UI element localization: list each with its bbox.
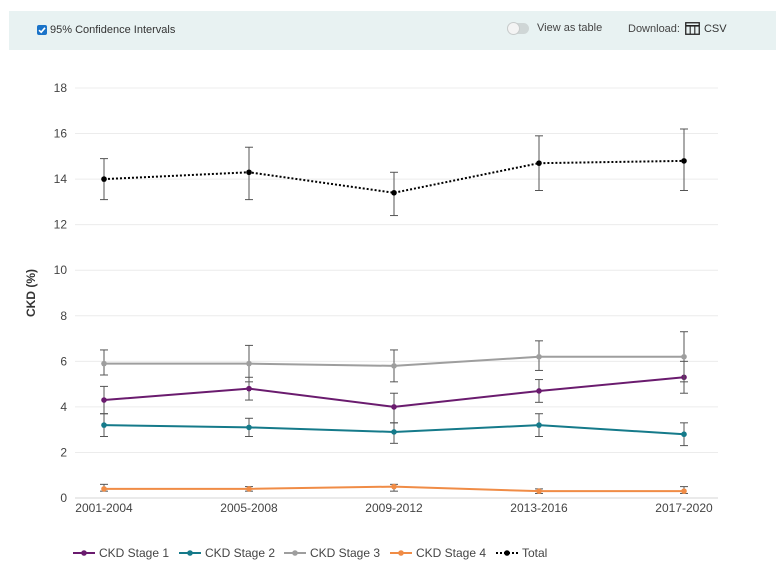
chart-toolbar: 95% Confidence Intervals View as table D… bbox=[9, 11, 776, 50]
data-point bbox=[681, 431, 687, 438]
x-tick-label: 2017-2020 bbox=[655, 501, 713, 515]
confidence-intervals-toggle[interactable]: 95% Confidence Intervals bbox=[37, 24, 175, 36]
x-tick-label: 2005-2008 bbox=[220, 501, 278, 515]
legend-item: CKD Stage 3 bbox=[284, 546, 380, 560]
view-as-table-toggle[interactable]: View as table bbox=[507, 21, 603, 35]
series-ckd-stage-3 bbox=[100, 331, 688, 383]
legend-item: Total bbox=[496, 546, 547, 560]
data-point bbox=[246, 360, 252, 367]
checkmark-icon bbox=[38, 27, 46, 34]
data-point bbox=[246, 169, 252, 176]
data-point bbox=[681, 158, 687, 164]
data-point bbox=[681, 353, 687, 360]
y-tick-label: 0 bbox=[60, 491, 67, 505]
legend-label: CKD Stage 1 bbox=[99, 546, 169, 560]
legend-item: CKD Stage 2 bbox=[179, 546, 275, 560]
y-tick-label: 2 bbox=[60, 445, 67, 459]
csv-download-link[interactable]: CSV bbox=[685, 22, 727, 35]
x-tick-label: 2009-2012 bbox=[365, 501, 423, 515]
data-point bbox=[536, 422, 542, 428]
legend-marker bbox=[292, 550, 298, 556]
download-label: Download: bbox=[628, 22, 680, 35]
legend-marker bbox=[81, 550, 87, 556]
data-point bbox=[101, 360, 107, 367]
gridlines bbox=[75, 87, 718, 499]
table-icon bbox=[685, 22, 700, 35]
data-point bbox=[246, 424, 252, 431]
legend-marker bbox=[187, 550, 193, 556]
y-tick-label: 14 bbox=[54, 172, 68, 186]
switch-knob bbox=[507, 21, 520, 35]
data-point bbox=[391, 363, 397, 369]
csv-label: CSV bbox=[703, 22, 727, 35]
y-tick-label: 18 bbox=[54, 81, 68, 95]
data-point bbox=[536, 353, 542, 360]
series-layer bbox=[100, 128, 688, 494]
legend-label: Total bbox=[522, 546, 547, 560]
legend-item: CKD Stage 4 bbox=[390, 546, 486, 560]
view-as-table-label: View as table bbox=[537, 22, 603, 34]
data-point bbox=[101, 422, 107, 428]
confidence-intervals-checkbox[interactable] bbox=[37, 25, 47, 35]
view-as-table-switch[interactable] bbox=[507, 21, 529, 35]
data-point bbox=[536, 488, 542, 494]
confidence-intervals-label: 95% Confidence Intervals bbox=[50, 24, 176, 36]
y-tick-label: 6 bbox=[60, 354, 67, 368]
legend: CKD Stage 1 CKD Stage 2 CKD Stage 3 CKD Sta… bbox=[73, 546, 547, 560]
x-tick-label: 2013-2016 bbox=[510, 501, 568, 515]
download-group: Download: CSV bbox=[628, 22, 727, 35]
y-axis-title: CKD (%) bbox=[24, 269, 38, 317]
y-tick-label: 8 bbox=[60, 309, 67, 323]
data-point bbox=[101, 176, 107, 182]
legend-marker bbox=[504, 550, 510, 556]
series-line bbox=[103, 159, 685, 194]
y-tick-label: 4 bbox=[60, 400, 67, 414]
data-point bbox=[391, 483, 397, 490]
data-point bbox=[101, 486, 107, 492]
data-point bbox=[391, 189, 397, 196]
legend-label: CKD Stage 2 bbox=[205, 546, 275, 560]
data-point bbox=[391, 429, 397, 435]
y-tick-label: 12 bbox=[54, 218, 68, 232]
series-total bbox=[100, 128, 688, 217]
legend-marker bbox=[398, 550, 404, 556]
data-point bbox=[391, 404, 397, 410]
data-point bbox=[246, 385, 252, 392]
x-tick-label: 2001-2004 bbox=[75, 501, 133, 515]
y-tick-label: 10 bbox=[54, 263, 68, 277]
legend-item: CKD Stage 1 bbox=[73, 546, 169, 560]
x-axis-ticks: 2001-2004 2005-2008 2009-2012 2013-2016 2017… bbox=[75, 501, 713, 515]
legend-label: CKD Stage 3 bbox=[310, 546, 380, 560]
data-point bbox=[101, 397, 107, 403]
data-point bbox=[536, 160, 542, 166]
series-ckd-stage-2 bbox=[100, 413, 688, 447]
data-point bbox=[536, 388, 542, 394]
legend-label: CKD Stage 4 bbox=[416, 546, 486, 560]
data-point bbox=[681, 488, 687, 494]
y-axis-ticks: 0 2 4 6 8 10 12 14 16 18 bbox=[54, 81, 68, 505]
series-ckd-stage-4 bbox=[100, 483, 688, 494]
data-point bbox=[246, 486, 252, 492]
y-tick-label: 16 bbox=[54, 127, 68, 141]
